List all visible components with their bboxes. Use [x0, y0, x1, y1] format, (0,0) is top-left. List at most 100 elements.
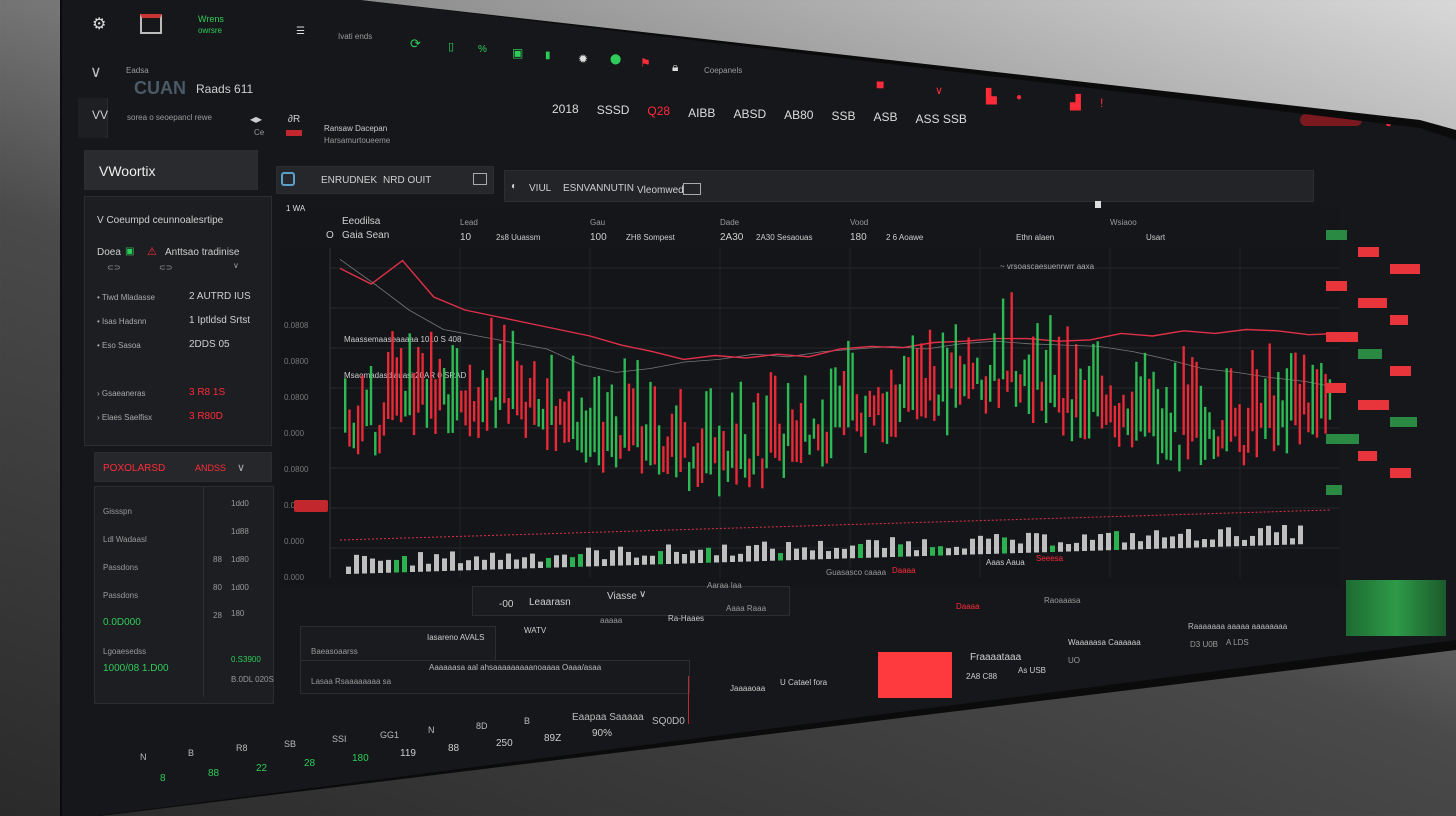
ticker-item[interactable]: ASS SSB — [915, 111, 967, 126]
price-chart[interactable]: 0.08080.08000.08000.0000.08000.0000.0000… — [280, 248, 1340, 588]
order-book-level[interactable] — [1326, 281, 1347, 291]
candle — [688, 462, 691, 491]
candle — [1264, 378, 1267, 439]
sidebar-item-label[interactable]: › Gsaeaneras — [97, 389, 146, 398]
watchlist-item[interactable]: Lgoaesedss — [103, 647, 147, 656]
sell-button[interactable] — [878, 652, 952, 698]
menu-icon[interactable]: ☰ — [296, 26, 305, 37]
tab-environment[interactable]: ESNVANNUTIN — [563, 183, 634, 194]
chevron-down-icon[interactable]: ∨ — [90, 64, 102, 81]
tab-viewed[interactable]: Vleomwed — [637, 185, 684, 196]
alert-label: POXOLARSD — [103, 463, 166, 474]
bell-icon[interactable]: ▟ — [1070, 94, 1081, 110]
order-book-level[interactable] — [1326, 434, 1359, 444]
ticker-item[interactable]: Q28 — [647, 104, 671, 119]
order-book-level[interactable] — [1390, 315, 1409, 325]
window-icon[interactable] — [281, 172, 295, 186]
ticker-item[interactable]: 2018 — [552, 102, 579, 116]
ticker-item[interactable]: AIBB — [688, 105, 716, 120]
link-icon[interactable]: ∂R — [288, 114, 301, 125]
candle — [1113, 405, 1117, 438]
candle — [550, 354, 553, 425]
dot-icon[interactable]: ● — [1016, 92, 1023, 103]
pin-icon[interactable]: ⬤ — [610, 54, 622, 65]
order-book-level[interactable] — [1390, 366, 1412, 376]
info-icon[interactable]: ! — [1100, 96, 1104, 110]
save-icon[interactable]: ▣ — [512, 46, 524, 60]
candle — [580, 397, 583, 453]
watchlist-item[interactable]: Ldl Wadaasl — [103, 535, 147, 544]
app-title: Raads 611 — [196, 82, 254, 96]
toggle-icon[interactable]: ⊂⊃ — [107, 263, 121, 272]
order-book-level[interactable] — [1358, 298, 1388, 308]
flag-icon[interactable]: ⚑ — [640, 56, 651, 70]
pie-icon[interactable]: ◐ — [511, 181, 518, 192]
chart-icon[interactable]: ▙ — [986, 88, 997, 104]
chevron-down-icon[interactable]: ∨ — [237, 462, 246, 474]
phone-icon[interactable]: ▮ — [545, 50, 551, 61]
bottom-stat-value: 89Z — [544, 733, 562, 744]
candle — [1161, 408, 1164, 454]
watchlist-item[interactable]: 0.0D000 — [103, 617, 141, 628]
sidebar-item-label[interactable]: › Elaes Saelfisx — [97, 413, 153, 422]
tab-1[interactable]: ENRUDNEK — [321, 175, 378, 186]
account-pill[interactable] — [1300, 114, 1362, 126]
percent-icon[interactable]: % — [478, 44, 487, 55]
toggle-icon-2[interactable]: ⊂⊃ — [159, 263, 173, 272]
volume-bar — [370, 558, 375, 574]
sidebar-item-label[interactable]: • Tiwd Mladasse — [97, 293, 155, 302]
ticker-item[interactable]: SSSD — [596, 103, 630, 118]
sidebar-item-label[interactable]: • Eso Sasoa — [97, 341, 141, 350]
settings-icon[interactable]: ⚙ — [92, 16, 107, 33]
candle — [670, 413, 674, 457]
notification-icon[interactable]: ● — [1385, 116, 1393, 130]
order-book-level[interactable] — [1326, 230, 1347, 240]
order-book-level[interactable] — [1326, 332, 1358, 342]
watchlist-item[interactable]: Passdons — [103, 563, 139, 572]
order-book-level[interactable] — [1326, 383, 1346, 393]
bulb-icon[interactable]: ✹ — [578, 52, 589, 66]
candle — [1148, 378, 1151, 433]
command-input[interactable]: Lasaa Rsaaaaaaaa sa Aaaaaasa aal ahsaaaa… — [300, 660, 690, 694]
alert-header[interactable]: POXOLARSD ANDSS ∨ — [94, 452, 272, 482]
alert-icon[interactable]: ■ — [876, 76, 885, 92]
order-book-level[interactable] — [1358, 451, 1377, 461]
order-book-level[interactable] — [1390, 264, 1421, 274]
sidebar-item-value: 3 R80D — [189, 411, 223, 422]
lock-icon[interactable]: 🔒︎ — [672, 60, 679, 74]
watchlist-item[interactable]: Gissspn — [103, 507, 132, 516]
ticker-item[interactable]: SSB — [831, 109, 856, 124]
watchlist-item[interactable]: 1000/08 1.D00 — [103, 663, 169, 674]
order-book-level[interactable] — [1358, 247, 1380, 257]
candle — [1234, 407, 1237, 437]
watchlist-item[interactable]: Passdons — [103, 591, 139, 600]
nav-arrows-icon[interactable]: ◂▸ — [250, 112, 263, 126]
doc-icon[interactable]: ▯ — [448, 41, 455, 53]
chevron-icon[interactable]: ∨ — [935, 85, 944, 97]
ticker-item[interactable]: ASB — [873, 110, 898, 125]
volume-bar — [394, 559, 399, 573]
footer-dropdown[interactable]: Viasse — [607, 591, 637, 602]
refresh-icon[interactable]: ⟳ — [410, 36, 421, 51]
volume-bar — [522, 557, 527, 569]
footer-b[interactable]: Leaarasn — [529, 597, 571, 608]
scroll-handle[interactable] — [1095, 201, 1101, 209]
order-book-level[interactable] — [1390, 417, 1417, 427]
ticker-item[interactable]: ABSD — [733, 106, 767, 121]
sidebar-item-label[interactable]: • Isas Hadsnn — [97, 317, 147, 326]
tab-2[interactable]: NRD OUIT — [383, 175, 432, 186]
expand-icon[interactable] — [473, 173, 487, 185]
volume-bar — [730, 555, 735, 562]
volume-bar — [1010, 539, 1015, 554]
calendar-icon[interactable] — [140, 14, 162, 34]
dropdown-chevron-icon[interactable]: ∨ — [233, 261, 239, 270]
order-book-level[interactable] — [1358, 400, 1390, 410]
order-book-level[interactable] — [1358, 349, 1382, 359]
chevron-down-icon[interactable]: ∨ — [639, 589, 647, 600]
expand-icon[interactable] — [683, 183, 701, 195]
order-book-level[interactable] — [1390, 468, 1411, 478]
ticker-item[interactable]: AB80 — [784, 108, 814, 122]
order-book-level[interactable] — [1326, 485, 1343, 495]
tab-view[interactable]: VIUL — [529, 183, 552, 194]
watchlist-value: 180 — [231, 609, 245, 618]
